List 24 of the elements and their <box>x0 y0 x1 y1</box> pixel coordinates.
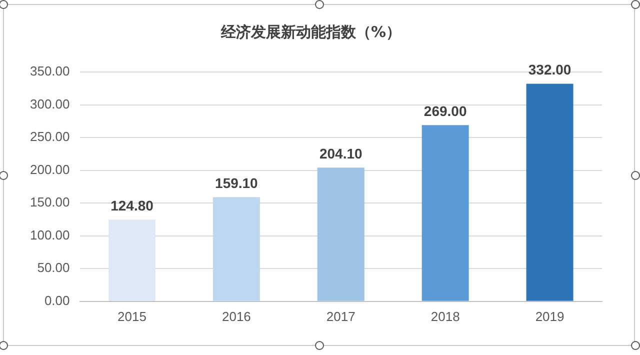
bar <box>526 84 574 301</box>
data-label: 124.80 <box>110 197 154 214</box>
y-tick-label: 350.00 <box>30 64 70 79</box>
x-tick-label: 2019 <box>535 308 564 324</box>
bar <box>108 220 156 301</box>
data-label: 269.00 <box>424 102 467 119</box>
x-tick-label: 2017 <box>326 308 356 324</box>
y-tick-label: 250.00 <box>30 129 70 144</box>
x-tick-label: 2016 <box>222 308 251 324</box>
y-tick-label: 50.00 <box>37 260 70 276</box>
data-label: 159.10 <box>215 174 258 191</box>
y-tick-label: 100.00 <box>30 227 70 242</box>
data-label: 332.00 <box>528 62 572 78</box>
y-tick-label: 0.00 <box>44 292 70 308</box>
x-tick-label: 2015 <box>118 308 146 324</box>
bar <box>422 125 469 301</box>
bar <box>317 168 364 301</box>
y-tick-label: 200.00 <box>30 162 70 177</box>
y-tick-label: 150.00 <box>30 194 70 210</box>
chart-title: 经济发展新动能指数（%） <box>220 22 402 41</box>
x-tick-label: 2018 <box>430 308 460 324</box>
bar <box>212 197 260 301</box>
data-label: 204.10 <box>319 145 362 162</box>
y-tick-label: 300.00 <box>30 96 70 112</box>
